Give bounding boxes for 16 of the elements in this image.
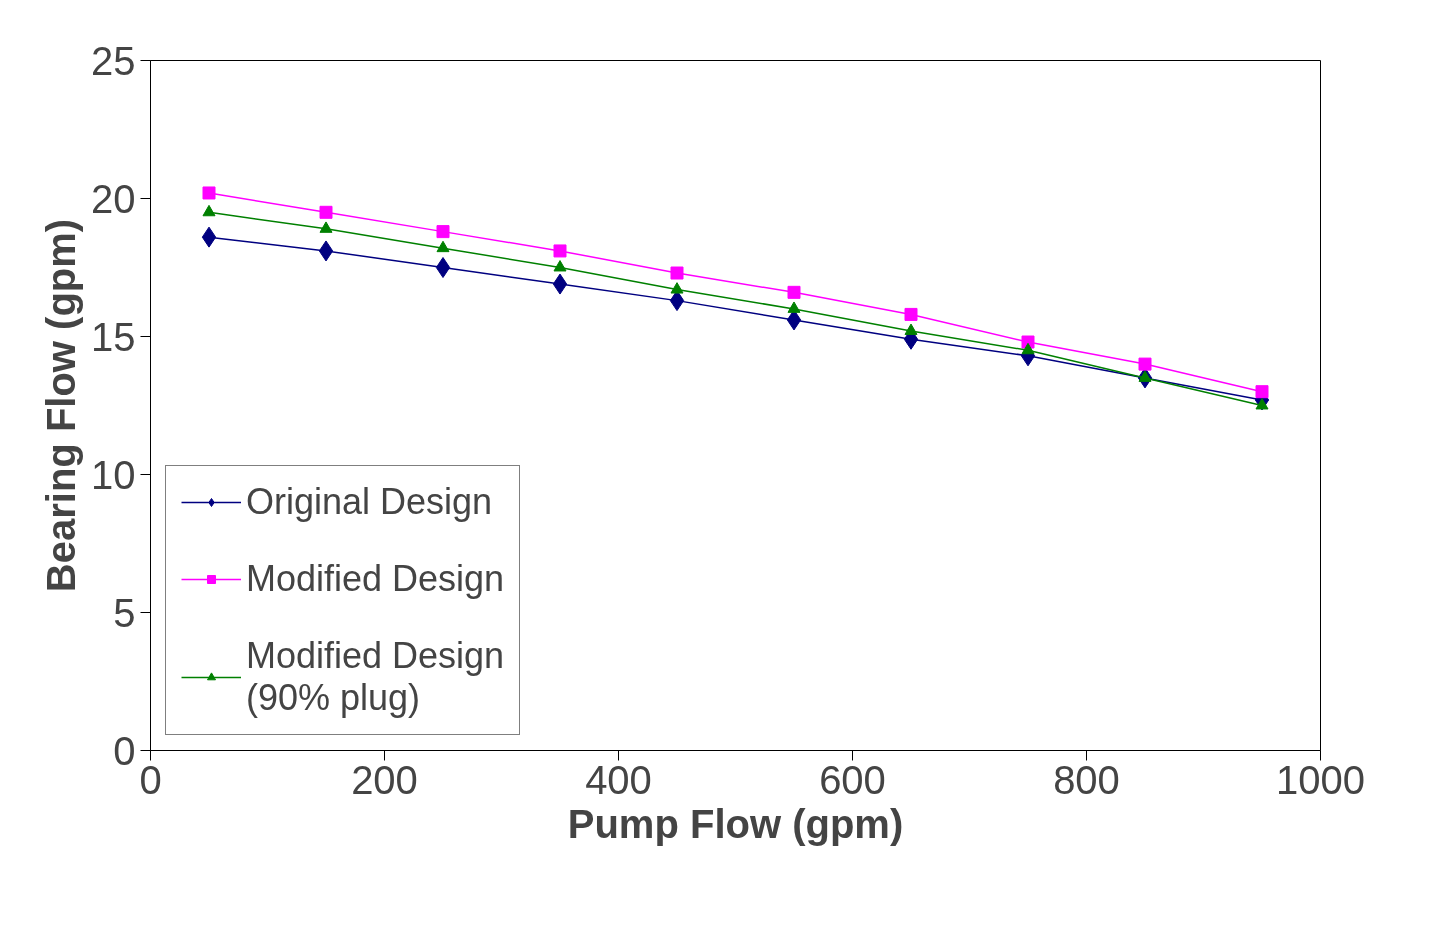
x-tick-label: 200 [351, 757, 418, 802]
y-tick-label: 0 [113, 728, 136, 773]
x-tick-label: 800 [1053, 757, 1120, 802]
legend-label: Original Design [246, 481, 493, 523]
y-tick-label: 10 [91, 452, 136, 497]
y-axis-title: Bearing Flow (gpm) [39, 218, 84, 593]
x-tick-label: 600 [819, 757, 886, 802]
legend-label: Modified Design [246, 558, 505, 600]
y-tick-label: 25 [91, 38, 136, 83]
y-tick-label: 20 [91, 176, 136, 221]
x-tick-label: 400 [585, 757, 652, 802]
x-tick-label: 1000 [1276, 757, 1365, 802]
y-tick-label: 5 [113, 590, 136, 635]
y-tick-label: 15 [91, 314, 136, 359]
legend-label: Modified Design (90% plug) [246, 635, 505, 719]
x-axis-title: Pump Flow (gpm) [567, 801, 904, 846]
